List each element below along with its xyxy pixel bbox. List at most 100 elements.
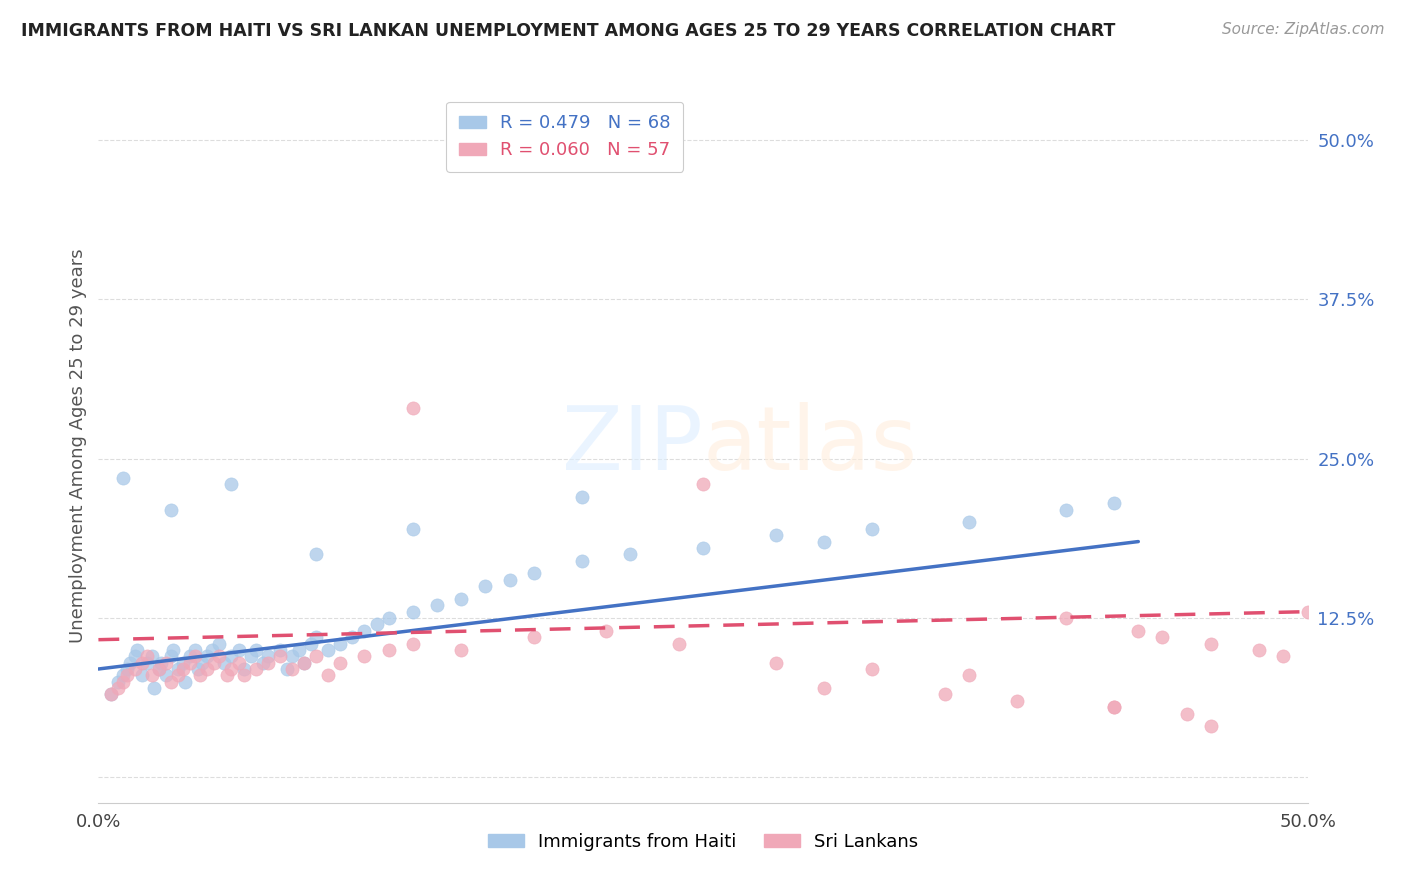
- Point: [148, 662, 170, 676]
- Text: atlas: atlas: [703, 402, 918, 490]
- Point: [305, 649, 328, 664]
- Point: [228, 643, 250, 657]
- Point: [141, 649, 163, 664]
- Point: [208, 636, 231, 650]
- Point: [172, 662, 194, 676]
- Point: [329, 636, 352, 650]
- Point: [860, 522, 883, 536]
- Point: [135, 649, 157, 664]
- Point: [1007, 694, 1029, 708]
- Point: [316, 668, 339, 682]
- Point: [167, 668, 190, 682]
- Point: [316, 643, 339, 657]
- Point: [426, 599, 449, 613]
- Point: [232, 668, 254, 682]
- Point: [281, 649, 304, 664]
- Point: [957, 668, 980, 682]
- Point: [692, 477, 714, 491]
- Point: [353, 624, 375, 638]
- Point: [228, 656, 250, 670]
- Point: [288, 643, 311, 657]
- Point: [1102, 700, 1125, 714]
- Point: [111, 668, 134, 682]
- Point: [245, 643, 267, 657]
- Text: IMMIGRANTS FROM HAITI VS SRI LANKAN UNEMPLOYMENT AMONG AGES 25 TO 29 YEARS CORRE: IMMIGRANTS FROM HAITI VS SRI LANKAN UNEM…: [21, 22, 1115, 40]
- Point: [204, 656, 226, 670]
- Point: [595, 624, 617, 638]
- Point: [172, 656, 194, 670]
- Point: [1199, 719, 1222, 733]
- Point: [571, 554, 593, 568]
- Point: [167, 662, 190, 676]
- Point: [252, 656, 274, 670]
- Point: [292, 656, 315, 670]
- Point: [160, 502, 183, 516]
- Point: [450, 643, 472, 657]
- Point: [366, 617, 388, 632]
- Point: [100, 688, 122, 702]
- Point: [188, 668, 211, 682]
- Point: [124, 649, 146, 664]
- Point: [118, 656, 141, 670]
- Point: [1199, 636, 1222, 650]
- Point: [191, 656, 214, 670]
- Point: [281, 662, 304, 676]
- Point: [124, 662, 146, 676]
- Point: [402, 401, 425, 415]
- Point: [155, 668, 177, 682]
- Point: [1296, 605, 1319, 619]
- Point: [256, 649, 278, 664]
- Point: [131, 656, 153, 670]
- Point: [221, 662, 243, 676]
- Point: [135, 656, 157, 670]
- Text: Source: ZipAtlas.com: Source: ZipAtlas.com: [1222, 22, 1385, 37]
- Point: [117, 662, 139, 676]
- Point: [353, 649, 375, 664]
- Point: [215, 668, 238, 682]
- Point: [619, 547, 641, 561]
- Point: [305, 547, 328, 561]
- Point: [155, 656, 177, 670]
- Point: [184, 649, 207, 664]
- Point: [765, 656, 787, 670]
- Point: [208, 649, 231, 664]
- Text: ZIP: ZIP: [562, 402, 703, 490]
- Point: [239, 649, 262, 664]
- Point: [160, 649, 183, 664]
- Point: [957, 516, 980, 530]
- Point: [450, 591, 472, 606]
- Point: [256, 656, 278, 670]
- Point: [571, 490, 593, 504]
- Point: [934, 688, 956, 702]
- Point: [269, 643, 291, 657]
- Point: [212, 656, 235, 670]
- Point: [269, 649, 291, 664]
- Point: [179, 656, 201, 670]
- Point: [1272, 649, 1295, 664]
- Point: [523, 566, 546, 581]
- Point: [162, 643, 184, 657]
- Point: [111, 674, 134, 689]
- Point: [523, 630, 546, 644]
- Point: [474, 579, 496, 593]
- Point: [201, 643, 224, 657]
- Point: [141, 668, 163, 682]
- Point: [342, 630, 364, 644]
- Point: [1152, 630, 1174, 644]
- Point: [402, 522, 425, 536]
- Point: [184, 643, 207, 657]
- Point: [221, 477, 243, 491]
- Point: [1175, 706, 1198, 721]
- Point: [143, 681, 166, 695]
- Point: [498, 573, 520, 587]
- Point: [160, 674, 183, 689]
- Point: [1102, 496, 1125, 510]
- Point: [1249, 643, 1271, 657]
- Point: [150, 656, 173, 670]
- Point: [127, 643, 149, 657]
- Point: [148, 662, 170, 676]
- Y-axis label: Unemployment Among Ages 25 to 29 years: Unemployment Among Ages 25 to 29 years: [69, 249, 87, 643]
- Point: [232, 662, 254, 676]
- Point: [131, 668, 153, 682]
- Point: [174, 674, 197, 689]
